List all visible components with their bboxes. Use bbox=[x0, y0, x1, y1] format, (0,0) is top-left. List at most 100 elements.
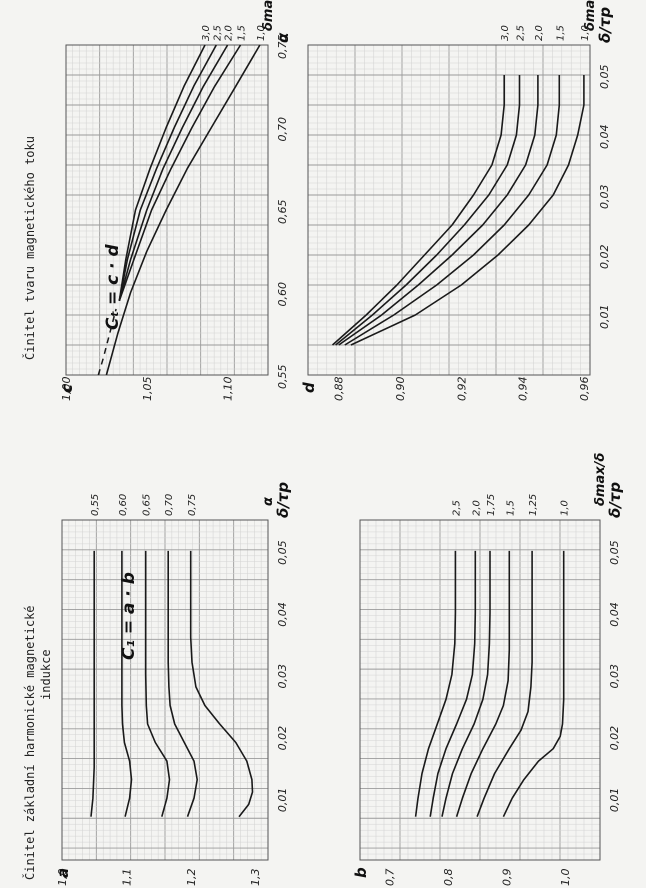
series-label: 0,75 bbox=[187, 494, 198, 516]
x-tick-label: 0,03 bbox=[598, 185, 611, 210]
x-tick-label: 0,01 bbox=[276, 788, 289, 813]
x-tick-label: 0,55 bbox=[276, 365, 289, 390]
series-line-b-2 bbox=[455, 550, 511, 817]
plot-frame bbox=[61, 519, 269, 861]
panel-label: b bbox=[352, 867, 370, 878]
y-tick-label: 1,05 bbox=[141, 377, 154, 402]
series-line-c-0 bbox=[105, 44, 261, 376]
series-line-d-1 bbox=[344, 75, 561, 346]
panel-b: 0,7 0,8 0,9 1,0 0,01 0,02 0,03 0,04 0,05 δ/τp b δma… bbox=[352, 453, 624, 886]
series-line-d-3 bbox=[335, 75, 521, 346]
formula-annotation: C₁ = a · b bbox=[119, 572, 139, 660]
panel-d: 0,88 0,90 0,92 0,94 0,96 0,01 0,02 0,03 0,04 0,05… bbox=[300, 0, 614, 401]
y-tick-label: 0,88 bbox=[333, 377, 346, 402]
charts-layer: 1,0 1,1 1,2 1,3 0,01 0,02 0,03 0,04 0,05 δ/τp a α C₁… bbox=[54, 0, 624, 886]
x-tick-label: 0,65 bbox=[276, 200, 289, 225]
series-dashed-extension bbox=[97, 308, 117, 376]
x-axis-label: α bbox=[274, 32, 292, 43]
x-axis-label: δ/τp bbox=[274, 482, 292, 518]
series-label: 0,55 bbox=[90, 494, 101, 516]
grid-b bbox=[359, 519, 601, 861]
series-label: 1,5 bbox=[237, 25, 248, 41]
y-tick-label: 0,94 bbox=[517, 377, 530, 402]
x-tick-label: 0,75 bbox=[276, 35, 289, 60]
panel-a: 1,0 1,1 1,2 1,3 0,01 0,02 0,03 0,04 0,05 δ/τp a α C₁… bbox=[54, 482, 292, 886]
series-line-c-1 bbox=[118, 44, 242, 302]
series-label: 1,5 bbox=[555, 25, 566, 41]
plot-frame bbox=[65, 44, 269, 376]
panel-label: c bbox=[58, 384, 76, 393]
y-tick-label: 1,10 bbox=[222, 377, 235, 402]
plot-frame bbox=[307, 44, 591, 376]
series-label: 1,5 bbox=[505, 500, 516, 516]
x-tick-label: 0,02 bbox=[276, 726, 289, 751]
x-tick-label: 0,02 bbox=[608, 726, 621, 751]
x-tick-label: 0,04 bbox=[598, 125, 611, 150]
series-label: 2,5 bbox=[451, 500, 462, 516]
x-tick-label: 0,01 bbox=[598, 305, 611, 330]
plot-frame bbox=[359, 519, 601, 861]
y-tick-label: 1,00 bbox=[60, 377, 73, 402]
y-tick-label: 0,8 bbox=[442, 869, 455, 887]
y-tick-label: 0,7 bbox=[383, 869, 396, 887]
series-label: 2,0 bbox=[471, 500, 482, 516]
y-tick-label: 1,1 bbox=[120, 869, 133, 887]
series-line-d-2 bbox=[338, 75, 539, 346]
title-left-line2: indukce bbox=[39, 649, 53, 700]
x-axis-label: δ/τp bbox=[596, 7, 614, 43]
series-line-d-4 bbox=[331, 75, 506, 346]
panel-label: a bbox=[54, 868, 72, 878]
x-tick-label: 0,04 bbox=[276, 602, 289, 627]
y-tick-label: 1,0 bbox=[559, 869, 572, 887]
x-tick-label: 0,04 bbox=[608, 602, 621, 627]
x-tick-label: 0,60 bbox=[276, 282, 289, 307]
series-line-a-1 bbox=[167, 550, 198, 817]
series-line-c-2 bbox=[118, 44, 229, 302]
y-tick-label: 1,2 bbox=[185, 869, 198, 887]
series-label: 0,60 bbox=[118, 494, 129, 516]
x-tick-label: 0,05 bbox=[608, 540, 621, 565]
series-line-a-4 bbox=[90, 550, 95, 817]
series-line-b-3 bbox=[441, 550, 491, 817]
series-line-c-3 bbox=[118, 44, 218, 301]
series-label: 1,0 bbox=[256, 25, 267, 41]
series-line-b-1 bbox=[476, 550, 533, 817]
series-label: 2,5 bbox=[516, 25, 527, 41]
y-tick-label: 0,92 bbox=[455, 377, 468, 402]
y-tick-label: 1,0 bbox=[56, 869, 69, 887]
panel-label: d bbox=[300, 382, 318, 393]
series-label: 2,0 bbox=[224, 25, 235, 41]
formula-annotation: Cₜ = c · d bbox=[103, 243, 123, 330]
series-line-a-0 bbox=[189, 550, 254, 818]
y-tick-label: 1,3 bbox=[249, 869, 262, 887]
series-label: 1,0 bbox=[580, 25, 591, 41]
series-label: 1,0 bbox=[560, 500, 571, 516]
series-label: 0,70 bbox=[164, 494, 175, 516]
series-line-d-0 bbox=[350, 75, 585, 346]
series-line-b-5 bbox=[414, 550, 457, 817]
series-label: 1,25 bbox=[528, 494, 539, 516]
series-line-a-2 bbox=[144, 550, 171, 817]
panel-c: 1,00 1,05 1,10 0,55 0,60 0,65 0,70 0,75α c δmax/δ… bbox=[58, 0, 292, 401]
series-label: 3,0 bbox=[500, 25, 511, 41]
series-label: 3,0 bbox=[201, 25, 212, 41]
x-tick-label: 0,03 bbox=[608, 664, 621, 689]
legend-title: δmax/δ bbox=[261, 0, 276, 31]
series-label: 2,5 bbox=[212, 25, 223, 41]
legend-title: α bbox=[261, 497, 276, 506]
legend-title: δmax/δ bbox=[583, 0, 598, 31]
x-tick-label: 0,02 bbox=[598, 245, 611, 270]
series-line-a-3 bbox=[121, 550, 133, 817]
title-left: Činitel základní harmonické magnetické bbox=[22, 605, 37, 880]
series-line-b-0 bbox=[502, 550, 565, 818]
grid-a bbox=[61, 519, 269, 861]
series-label: 0,65 bbox=[142, 494, 153, 516]
series-line-c-4 bbox=[118, 44, 206, 301]
y-tick-label: 0,90 bbox=[394, 377, 407, 402]
title-right: Činitel tvaru magnetického toku bbox=[22, 136, 37, 360]
series-label: 1,75 bbox=[486, 494, 497, 516]
x-tick-label: 0,01 bbox=[608, 788, 621, 813]
x-axis-label: δ/τp bbox=[606, 482, 624, 518]
y-tick-label: 0,96 bbox=[578, 377, 591, 402]
